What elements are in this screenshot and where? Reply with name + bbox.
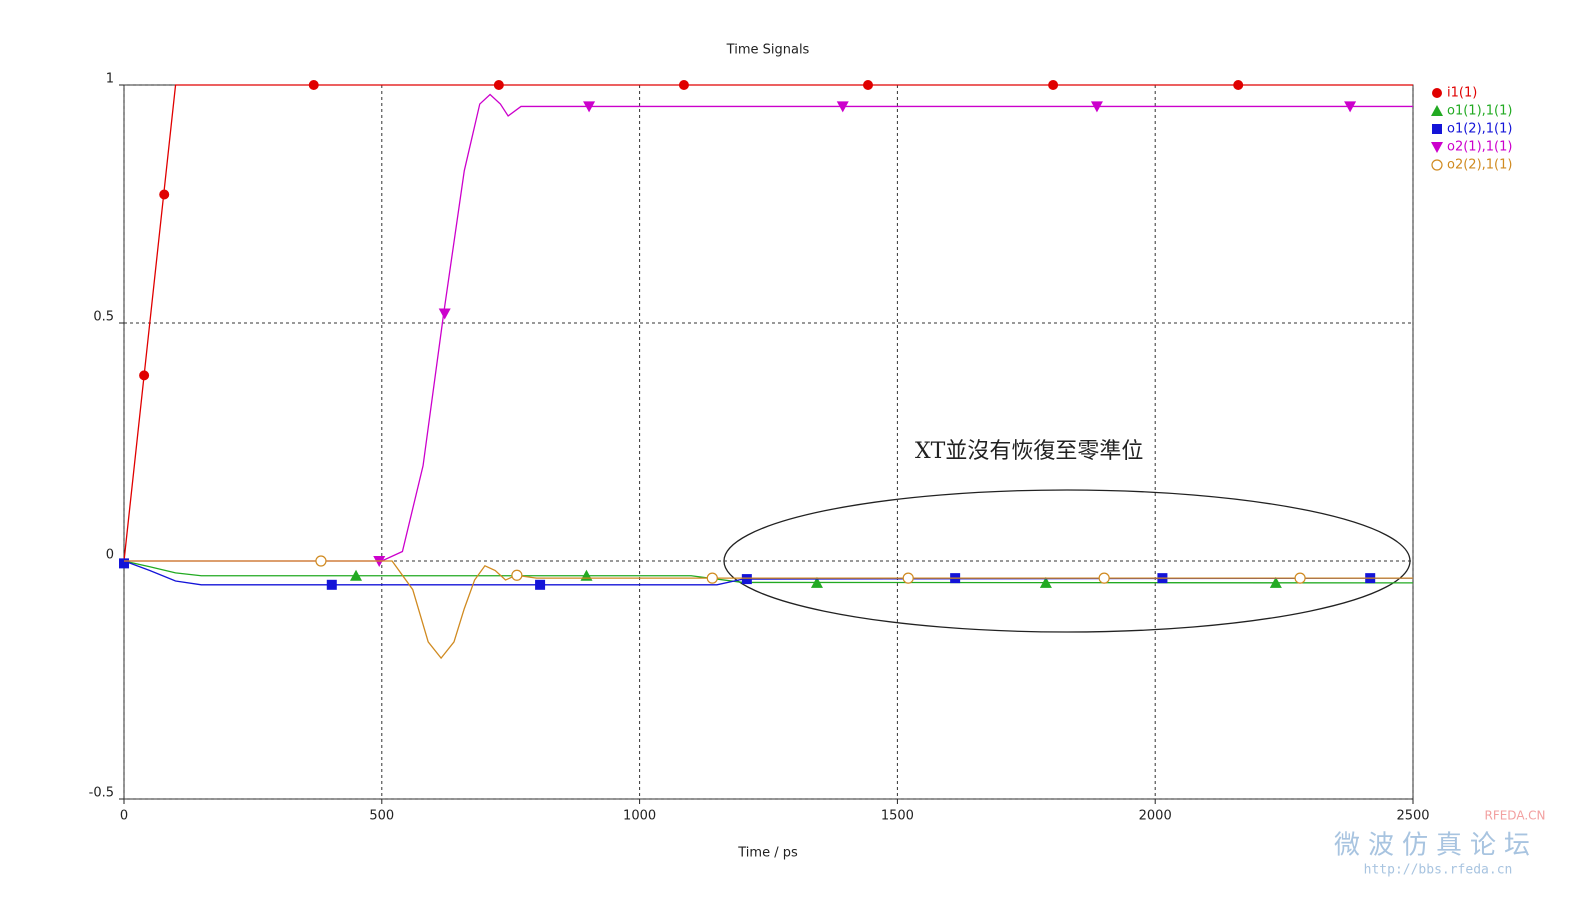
x-axis-label: Time / ps (737, 846, 798, 861)
series-line (124, 93, 1413, 562)
legend-label: o1(1),1(1) (1447, 104, 1512, 119)
data-marker (315, 555, 327, 567)
legend-marker (1432, 88, 1442, 98)
data-marker (438, 308, 451, 320)
data-marker (706, 572, 718, 584)
data-marker (1233, 80, 1244, 90)
legend-label: o1(2),1(1) (1447, 122, 1512, 137)
x-tick-label: 2000 (1139, 809, 1172, 824)
legend-label: o2(2),1(1) (1447, 158, 1512, 173)
data-marker (119, 558, 129, 569)
annotation: XT並沒有恢復至零準位 (915, 439, 1143, 464)
y-tick-label: 0 (106, 548, 114, 563)
data-marker (308, 80, 319, 90)
data-marker (678, 80, 689, 90)
legend-marker (1431, 142, 1443, 153)
data-marker (1344, 101, 1357, 113)
data-marker (836, 101, 849, 113)
watermark-url: http://bbs.rfeda.cn (1364, 863, 1513, 878)
data-marker (493, 80, 504, 90)
plot-frame (123, 84, 1414, 800)
data-marker (159, 189, 170, 200)
legend-marker (1431, 105, 1443, 116)
data-marker (139, 370, 150, 381)
x-tick-label: 2500 (1396, 809, 1429, 824)
legend-marker (1432, 124, 1442, 134)
series-line (124, 560, 1413, 660)
x-tick-label: 1000 (623, 809, 656, 824)
data-marker (350, 569, 363, 581)
watermark-logo: RFEDA.CN (1484, 809, 1545, 823)
data-marker (902, 572, 914, 584)
data-marker (1048, 80, 1059, 90)
y-tick-label: 0.5 (93, 310, 114, 325)
data-marker (1098, 572, 1110, 584)
data-marker (535, 579, 546, 590)
y-tick-label: -0.5 (89, 786, 114, 801)
data-marker (863, 80, 874, 90)
data-marker (1269, 576, 1282, 588)
watermark-name: 微波仿真论坛 (1334, 831, 1538, 861)
data-marker (1294, 572, 1306, 584)
x-tick-label: 500 (369, 809, 394, 824)
data-marker (326, 579, 337, 590)
legend-label: o2(1),1(1) (1447, 140, 1512, 155)
legend-label: i1(1) (1447, 86, 1477, 101)
x-tick-label: 1500 (881, 809, 914, 824)
series-line (123, 84, 1413, 562)
data-marker (511, 569, 523, 581)
data-marker (1090, 101, 1103, 113)
legend-marker (1431, 159, 1443, 171)
data-marker (583, 101, 596, 113)
data-marker (741, 574, 752, 585)
y-tick-label: 1 (106, 72, 114, 87)
data-marker (1039, 576, 1052, 588)
x-tick-label: 0 (120, 809, 128, 824)
chart-title: Time Signals (726, 43, 810, 58)
data-marker (810, 576, 823, 588)
